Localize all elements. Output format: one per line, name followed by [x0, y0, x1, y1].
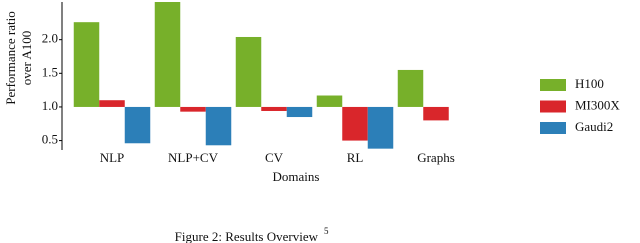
legend-label: MI300X — [575, 97, 620, 112]
legend-swatch — [540, 122, 566, 134]
y-axis-label: over A100 — [19, 31, 34, 86]
x-tick-label: CV — [265, 150, 284, 165]
legend-swatch — [540, 79, 566, 91]
bar — [316, 95, 343, 107]
bar — [286, 106, 313, 118]
legend-label: H100 — [575, 76, 604, 91]
caption: Figure 2: Results Overview — [175, 229, 319, 243]
x-tick-label: Graphs — [417, 150, 455, 165]
bar — [367, 106, 394, 149]
y-tick-label: 1.5 — [42, 64, 58, 79]
caption-note: 5 — [324, 226, 329, 236]
bar — [99, 100, 125, 107]
y-tick-label: 0.5 — [42, 132, 58, 147]
x-tick-label: NLP+CV — [168, 150, 219, 165]
bar — [423, 106, 449, 121]
bar — [124, 106, 151, 144]
x-tick-label: RL — [347, 150, 364, 165]
x-tick-label: NLP — [100, 150, 125, 165]
y-axis-label: Performance ratio — [3, 11, 18, 104]
x-axis-label: Domains — [273, 169, 320, 184]
bar — [180, 106, 206, 112]
y-tick-label: 2.0 — [42, 31, 58, 46]
legend-label: Gaudi2 — [575, 119, 613, 134]
bar — [154, 2, 181, 107]
bar — [205, 106, 232, 146]
y-tick-label: 1.0 — [42, 98, 58, 113]
bar — [73, 22, 100, 107]
bar — [235, 36, 262, 107]
bar — [342, 106, 368, 141]
bar — [397, 69, 424, 107]
bar — [261, 106, 287, 111]
legend-swatch — [540, 100, 566, 113]
